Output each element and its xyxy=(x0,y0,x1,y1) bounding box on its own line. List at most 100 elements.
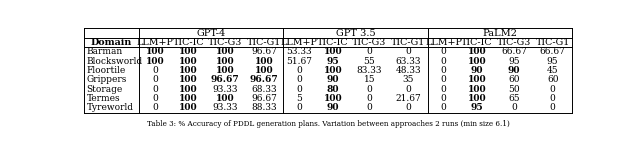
Text: 93.33: 93.33 xyxy=(212,103,238,112)
Text: 95: 95 xyxy=(471,103,483,112)
Text: 0: 0 xyxy=(152,75,157,84)
Text: TIC-G3: TIC-G3 xyxy=(352,38,387,47)
Text: 95: 95 xyxy=(508,57,520,66)
Text: 100: 100 xyxy=(179,75,198,84)
Text: 96.67: 96.67 xyxy=(211,75,239,84)
Text: 96.67: 96.67 xyxy=(251,94,276,103)
Text: 90: 90 xyxy=(471,66,483,75)
Text: Floortile: Floortile xyxy=(86,66,126,75)
Text: Table 3: % Accuracy of PDDL generation plans. Variation between approaches 2 run: Table 3: % Accuracy of PDDL generation p… xyxy=(147,120,509,128)
Text: 100: 100 xyxy=(216,66,234,75)
Text: 0: 0 xyxy=(152,94,157,103)
Text: 0: 0 xyxy=(511,103,516,112)
Text: 100: 100 xyxy=(216,47,234,56)
Text: 100: 100 xyxy=(255,66,273,75)
Text: 0: 0 xyxy=(441,57,447,66)
Text: 0: 0 xyxy=(441,103,447,112)
Text: 90: 90 xyxy=(326,103,339,112)
Text: 80: 80 xyxy=(326,85,339,94)
Text: LLM+P: LLM+P xyxy=(281,38,317,47)
Text: 0: 0 xyxy=(441,85,447,94)
Text: 100: 100 xyxy=(179,47,198,56)
Text: 0: 0 xyxy=(550,94,556,103)
Text: 93.33: 93.33 xyxy=(212,85,238,94)
Text: TIC-IC: TIC-IC xyxy=(317,38,349,47)
Text: 0: 0 xyxy=(405,47,411,56)
Text: 45: 45 xyxy=(547,66,559,75)
Text: 100: 100 xyxy=(179,85,198,94)
Text: 50: 50 xyxy=(508,85,520,94)
Text: 100: 100 xyxy=(323,94,342,103)
Text: Termes: Termes xyxy=(86,94,120,103)
Text: 0: 0 xyxy=(550,103,556,112)
Text: 65: 65 xyxy=(508,94,520,103)
Text: 63.33: 63.33 xyxy=(396,57,421,66)
Text: 88.33: 88.33 xyxy=(251,103,276,112)
Text: 0: 0 xyxy=(296,103,302,112)
Text: Blocksworld: Blocksworld xyxy=(86,57,143,66)
Text: TIC-IC: TIC-IC xyxy=(461,38,493,47)
Text: TIC-G1: TIC-G1 xyxy=(391,38,426,47)
Text: TIC-G1: TIC-G1 xyxy=(246,38,281,47)
Text: TIC-G1: TIC-G1 xyxy=(536,38,570,47)
Text: 55: 55 xyxy=(364,57,375,66)
Text: 35: 35 xyxy=(403,75,414,84)
Text: 53.33: 53.33 xyxy=(287,47,312,56)
Text: 100: 100 xyxy=(468,85,486,94)
Text: GPT 3.5: GPT 3.5 xyxy=(335,29,375,38)
Text: 0: 0 xyxy=(405,85,411,94)
Text: 100: 100 xyxy=(468,57,486,66)
Text: 100: 100 xyxy=(179,57,198,66)
Text: PaLM2: PaLM2 xyxy=(483,29,517,38)
Text: 100: 100 xyxy=(255,57,273,66)
Text: 100: 100 xyxy=(145,47,164,56)
Text: Barman: Barman xyxy=(86,47,123,56)
Text: 100: 100 xyxy=(179,94,198,103)
Text: 5: 5 xyxy=(296,94,302,103)
Text: 95: 95 xyxy=(326,57,339,66)
Text: TIC-IC: TIC-IC xyxy=(172,38,204,47)
Text: 66.67: 66.67 xyxy=(540,47,566,56)
Text: 100: 100 xyxy=(145,57,164,66)
Text: 95: 95 xyxy=(547,57,559,66)
Text: 0: 0 xyxy=(296,66,302,75)
Text: 0: 0 xyxy=(296,75,302,84)
Text: 51.67: 51.67 xyxy=(286,57,312,66)
Text: Domain: Domain xyxy=(91,38,132,47)
Text: 90: 90 xyxy=(326,75,339,84)
Text: TIC-G3: TIC-G3 xyxy=(208,38,242,47)
Text: 96.67: 96.67 xyxy=(251,47,276,56)
Text: 83.33: 83.33 xyxy=(356,66,382,75)
Text: 100: 100 xyxy=(468,94,486,103)
Text: 68.33: 68.33 xyxy=(251,85,276,94)
Text: 0: 0 xyxy=(367,85,372,94)
Text: Tyreworld: Tyreworld xyxy=(86,103,134,112)
Text: 0: 0 xyxy=(367,47,372,56)
Text: 100: 100 xyxy=(323,47,342,56)
Text: 0: 0 xyxy=(367,103,372,112)
Text: Storage: Storage xyxy=(86,85,123,94)
Text: 0: 0 xyxy=(441,75,447,84)
Text: 100: 100 xyxy=(323,66,342,75)
Text: LLM+P: LLM+P xyxy=(425,38,462,47)
Text: 0: 0 xyxy=(152,103,157,112)
Text: 0: 0 xyxy=(296,85,302,94)
Text: 60: 60 xyxy=(508,75,520,84)
Text: 100: 100 xyxy=(179,66,198,75)
Text: 0: 0 xyxy=(367,94,372,103)
Text: 0: 0 xyxy=(152,66,157,75)
Text: 100: 100 xyxy=(216,57,234,66)
Text: 48.33: 48.33 xyxy=(396,66,421,75)
Text: 96.67: 96.67 xyxy=(250,75,278,84)
Text: 66.67: 66.67 xyxy=(501,47,527,56)
Text: 100: 100 xyxy=(179,103,198,112)
Text: 21.67: 21.67 xyxy=(396,94,421,103)
Text: 60: 60 xyxy=(547,75,558,84)
Text: 0: 0 xyxy=(405,103,411,112)
Text: TIC-G3: TIC-G3 xyxy=(497,38,531,47)
Text: GPT-4: GPT-4 xyxy=(196,29,226,38)
Text: 0: 0 xyxy=(441,94,447,103)
Text: LLM+P: LLM+P xyxy=(136,38,173,47)
Text: 0: 0 xyxy=(152,85,157,94)
Text: 100: 100 xyxy=(216,94,234,103)
